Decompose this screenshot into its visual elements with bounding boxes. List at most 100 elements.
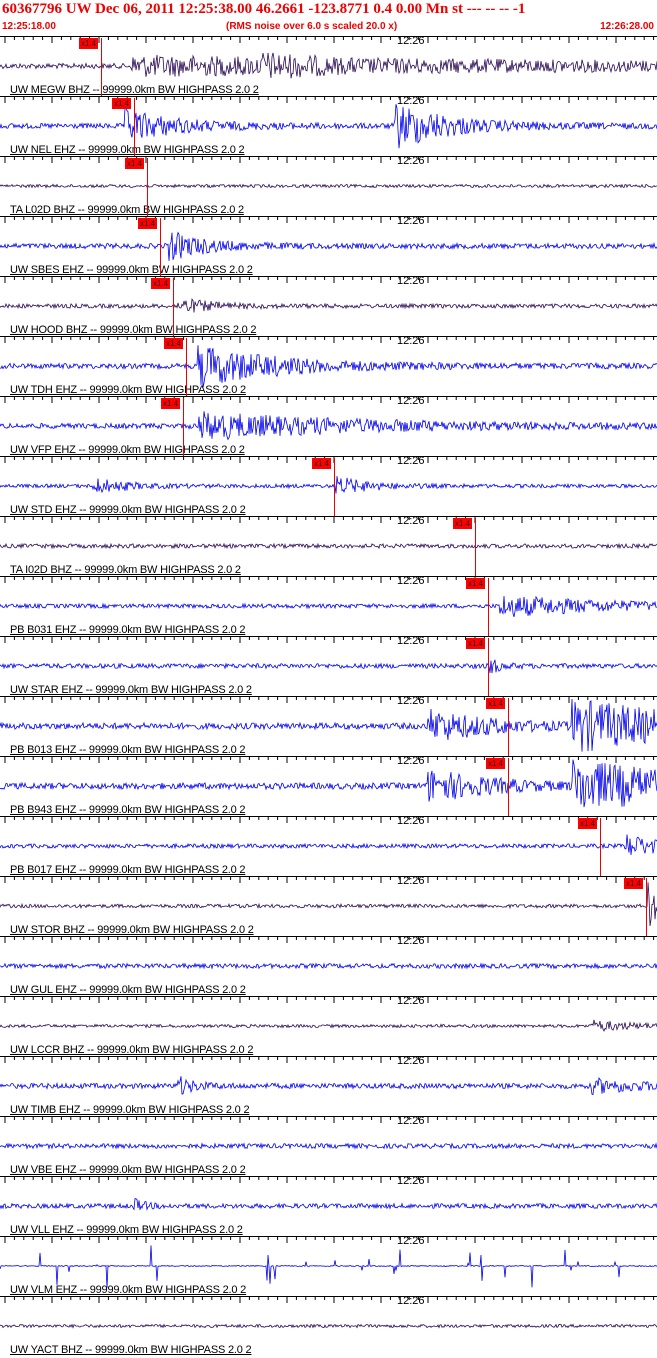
trace-panel: 12:26 UW TDH EHZ -- 99999.0km BW HIGHPASS… bbox=[0, 336, 657, 396]
trace-panel: 12:26 UW TIMB EHZ -- 99999.0km BW HIGHPAS… bbox=[0, 1056, 657, 1116]
trace-plot bbox=[0, 396, 657, 441]
pick-line bbox=[508, 758, 509, 816]
trace-plot bbox=[0, 456, 657, 494]
station-label: UW STAR EHZ -- 99999.0km BW HIGHPASS 2.0… bbox=[10, 684, 252, 696]
trace-panel: 12:26 PB B943 EHZ -- 99999.0km BW HIGHPAS… bbox=[0, 756, 657, 816]
trace-panel: 12:26 PB B017 EHZ -- 99999.0km BW HIGHPAS… bbox=[0, 816, 657, 876]
waveform bbox=[0, 231, 657, 261]
trace-plot bbox=[0, 876, 657, 927]
station-label: UW MEGW BHZ -- 99999.0km BW HIGHPASS 2.0… bbox=[10, 84, 259, 96]
trace-plot bbox=[0, 1116, 657, 1150]
waveform bbox=[0, 1198, 657, 1211]
station-label: UW NEL EHZ -- 99999.0km BW HIGHPASS 2.0 … bbox=[10, 144, 245, 156]
waveform bbox=[0, 882, 657, 927]
time-tick-label: 12:26 bbox=[397, 636, 425, 647]
pick-line bbox=[173, 278, 174, 336]
station-label: UW YACT BHZ -- 99999.0km BW HIGHPASS 2.0… bbox=[10, 1344, 252, 1356]
station-label: UW LCCR BHZ -- 99999.0km BW HIGHPASS 2.0… bbox=[10, 1044, 254, 1056]
trace-panel: 12:26 UW LCCR BHZ -- 99999.0km BW HIGHPAS… bbox=[0, 996, 657, 1056]
trace-plot bbox=[0, 996, 657, 1032]
pick-marker: x1.4 bbox=[486, 698, 506, 709]
trace-plot bbox=[0, 936, 657, 970]
pick-marker: x1.4 bbox=[79, 38, 99, 49]
trace-plot bbox=[0, 216, 657, 261]
pick-line bbox=[488, 638, 489, 696]
time-tick-label: 12:26 bbox=[397, 696, 425, 707]
waveform bbox=[0, 411, 657, 441]
time-tick-label: 12:26 bbox=[397, 336, 425, 347]
trace-panel: 12:26 UW STD EHZ -- 99999.0km BW HIGHPASS… bbox=[0, 456, 657, 516]
time-tick-label: 12:26 bbox=[397, 216, 425, 227]
pick-line bbox=[134, 98, 135, 156]
station-label: TA I02D BHZ -- 99999.0km BW HIGHPASS 2.0… bbox=[10, 564, 241, 576]
waveform bbox=[0, 659, 657, 674]
trace-panel: 12:26 UW VLM EHZ -- 99999.0km BW HIGHPASS… bbox=[0, 1236, 657, 1296]
waveform bbox=[0, 183, 657, 189]
trace-panel: 12:26 UW SBES EHZ -- 99999.0km BW HIGHPAS… bbox=[0, 216, 657, 276]
pick-line bbox=[488, 578, 489, 636]
station-label: UW TDH EHZ -- 99999.0km BW HIGHPASS 2.0 … bbox=[10, 384, 246, 396]
trace-panel: 12:26 UW STOR BHZ -- 99999.0km BW HIGHPAS… bbox=[0, 876, 657, 936]
trace-plot bbox=[0, 816, 657, 856]
trace-panel: 12:26 UW YACT BHZ -- 99999.0km BW HIGHPAS… bbox=[0, 1296, 657, 1356]
trace-panel: 12:26 UW VLL EHZ -- 99999.0km BW HIGHPASS… bbox=[0, 1176, 657, 1236]
station-label: UW VLM EHZ -- 99999.0km BW HIGHPASS 2.0 … bbox=[10, 1284, 247, 1296]
waveform bbox=[0, 52, 657, 79]
time-tick-label: 12:26 bbox=[397, 576, 425, 587]
trace-panel: 12:26 UW VFP EHZ -- 99999.0km BW HIGHPASS… bbox=[0, 396, 657, 456]
pick-line bbox=[334, 458, 335, 516]
pick-marker: x1.4 bbox=[138, 218, 158, 229]
waveform bbox=[0, 1076, 657, 1095]
pick-line bbox=[646, 878, 647, 936]
time-tick-label: 12:26 bbox=[397, 1296, 425, 1307]
waveform bbox=[0, 345, 657, 388]
trace-plot bbox=[0, 516, 657, 550]
trace-panel: 12:26 UW VBE EHZ -- 99999.0km BW HIGHPASS… bbox=[0, 1116, 657, 1176]
time-tick-label: 12:26 bbox=[397, 516, 425, 527]
trace-panel: 12:26 UW STAR EHZ -- 99999.0km BW HIGHPAS… bbox=[0, 636, 657, 696]
waveform bbox=[0, 698, 657, 752]
time-tick-label: 12:26 bbox=[397, 876, 425, 887]
time-tick-label: 12:26 bbox=[397, 1176, 425, 1187]
waveform bbox=[0, 1323, 657, 1329]
trace-plot bbox=[0, 1296, 657, 1329]
trace-panel: 12:26 UW GUL EHZ -- 99999.0km BW HIGHPASS… bbox=[0, 936, 657, 996]
trace-panel: 12:26 PB B031 EHZ -- 99999.0km BW HIGHPAS… bbox=[0, 576, 657, 636]
end-time: 12:26:28.00 bbox=[600, 21, 654, 32]
station-label: PB B031 EHZ -- 99999.0km BW HIGHPASS 2.0… bbox=[10, 624, 246, 636]
time-tick-label: 12:26 bbox=[397, 1056, 425, 1067]
trace-plot bbox=[0, 336, 657, 388]
pick-line bbox=[160, 218, 161, 276]
waveform bbox=[0, 1019, 657, 1032]
time-tick-label: 12:26 bbox=[397, 996, 425, 1007]
trace-plot bbox=[0, 96, 657, 149]
trace-plot bbox=[0, 36, 657, 79]
time-tick-label: 12:26 bbox=[397, 396, 425, 407]
pick-line bbox=[475, 518, 476, 576]
waveform bbox=[0, 834, 657, 856]
pick-marker: x1.4 bbox=[466, 578, 486, 589]
station-label: UW STOR BHZ -- 99999.0km BW HIGHPASS 2.0… bbox=[10, 924, 254, 936]
pick-line bbox=[186, 338, 187, 396]
trace-plot bbox=[0, 696, 657, 752]
station-label: UW VBE EHZ -- 99999.0km BW HIGHPASS 2.0 … bbox=[10, 1164, 246, 1176]
station-label: UW VLL EHZ -- 99999.0km BW HIGHPASS 2.0 … bbox=[10, 1224, 243, 1236]
station-label: UW TIMB EHZ -- 99999.0km BW HIGHPASS 2.0… bbox=[10, 1104, 250, 1116]
station-label: PB B943 EHZ -- 99999.0km BW HIGHPASS 2.0… bbox=[10, 804, 246, 816]
trace-plot bbox=[0, 636, 657, 674]
trace-panel: 12:26 TA L02D BHZ -- 99999.0km BW HIGHPAS… bbox=[0, 156, 657, 216]
trace-plot bbox=[0, 156, 657, 189]
station-label: TA L02D BHZ -- 99999.0km BW HIGHPASS 2.0… bbox=[10, 204, 244, 216]
pick-marker: x1.4 bbox=[112, 98, 132, 109]
trace-plot bbox=[0, 1236, 657, 1288]
pick-line bbox=[508, 698, 509, 756]
waveform bbox=[0, 595, 657, 618]
waveform bbox=[0, 298, 657, 313]
trace-plot bbox=[0, 276, 657, 313]
trace-panel: 12:26 UW HOOD BHZ -- 99999.0km BW HIGHPAS… bbox=[0, 276, 657, 336]
pick-marker: x1.4 bbox=[151, 278, 171, 289]
station-label: UW STD EHZ -- 99999.0km BW HIGHPASS 2.0 … bbox=[10, 504, 246, 516]
trace-plot bbox=[0, 756, 657, 808]
trace-plot bbox=[0, 576, 657, 618]
time-tick-label: 12:26 bbox=[397, 1236, 425, 1247]
